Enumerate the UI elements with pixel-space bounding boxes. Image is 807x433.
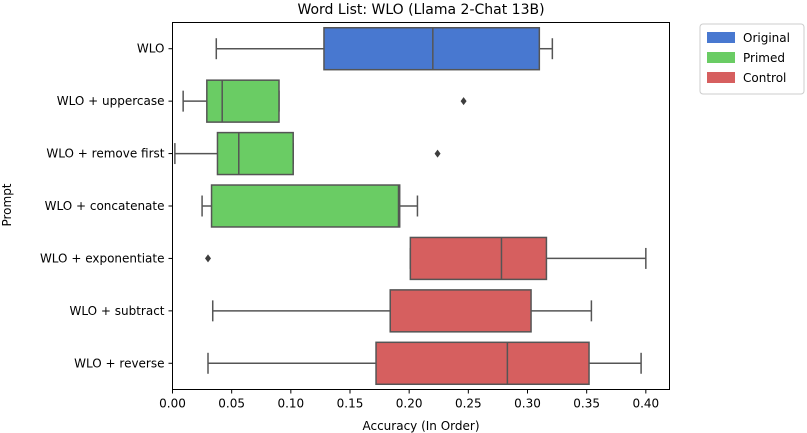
outlier-point — [460, 97, 467, 106]
legend: Original Primed Control — [699, 23, 805, 95]
chart-title: Word List: WLO (Llama 2-Chat 13B) — [297, 2, 544, 18]
box — [323, 26, 541, 71]
box-group — [174, 131, 441, 176]
x-tick-label: 0.05 — [218, 397, 245, 411]
box — [375, 341, 590, 386]
x-tick-label: 0.30 — [514, 397, 541, 411]
box — [210, 184, 401, 228]
y-tick-label: WLO + uppercase — [57, 94, 165, 108]
x-tick-label: 0.00 — [159, 397, 186, 411]
x-tick-label: 0.35 — [573, 397, 600, 411]
x-axis-label: Accuracy (In Order) — [362, 419, 479, 433]
legend-label: Control — [743, 71, 786, 85]
x-tick-label: 0.40 — [632, 397, 659, 411]
y-tick-label: WLO + subtract — [69, 304, 164, 318]
box-group — [215, 26, 554, 71]
y-tick-label: WLO + exponentiate — [40, 251, 165, 265]
legend-label: Original — [743, 31, 790, 45]
outlier-point — [205, 254, 211, 263]
box-group — [201, 184, 419, 228]
y-tick-label: WLO + concatenate — [45, 199, 165, 213]
box-group — [205, 236, 647, 281]
box-group — [211, 289, 593, 333]
y-tick-label: WLO + remove first — [46, 147, 164, 161]
outlier-point — [434, 149, 441, 158]
legend-swatch — [707, 72, 735, 83]
legend-swatch — [707, 32, 735, 43]
box-group — [182, 79, 467, 123]
plot-frame — [172, 22, 670, 390]
box — [216, 131, 294, 176]
legend-swatch — [707, 52, 735, 63]
box — [206, 79, 280, 123]
box-group — [207, 341, 642, 386]
y-axis-label: Prompt — [0, 183, 14, 226]
x-tick-label: 0.15 — [337, 397, 364, 411]
x-tick-label: 0.25 — [455, 397, 482, 411]
x-tick-label: 0.20 — [396, 397, 423, 411]
box — [389, 289, 532, 333]
y-tick-label: WLO + reverse — [74, 356, 164, 370]
box — [409, 236, 548, 281]
y-tick-label: WLO — [137, 42, 165, 56]
x-tick-label: 0.10 — [277, 397, 304, 411]
legend-label: Primed — [743, 51, 785, 65]
